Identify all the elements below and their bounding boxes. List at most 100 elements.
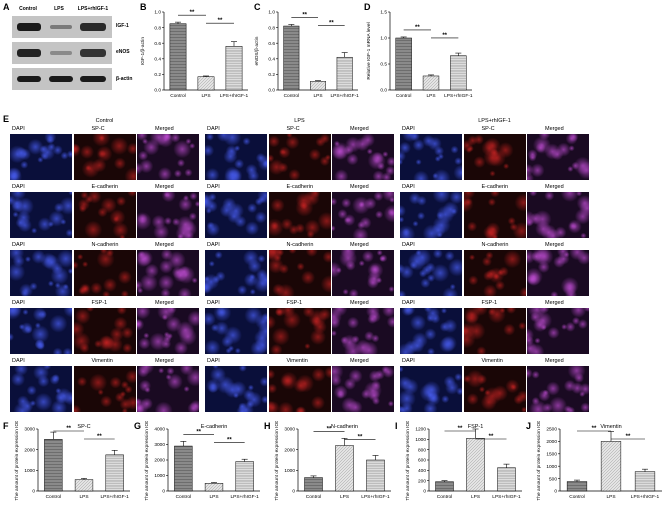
panel-label-e: E [3, 114, 10, 124]
y-tick-label: 0.2 [268, 72, 275, 78]
micrograph-dapi [205, 192, 267, 238]
micrograph-merged [527, 308, 589, 354]
bar [304, 477, 323, 492]
micrograph-red [463, 134, 526, 180]
micrograph-dapi [10, 366, 72, 412]
y-axis-label: The amount of protein expression IOD [536, 421, 542, 501]
western-blot: Control LPS LPS+rhIGF-1 IGF-1 eNOS β-act… [12, 6, 137, 92]
y-tick-label: 1000 [24, 468, 35, 474]
x-tick-label: LPS [340, 494, 349, 500]
red-channel-label: SP-C [286, 126, 300, 132]
sig-marker: ** [358, 434, 363, 440]
micrograph-merged [137, 134, 199, 180]
micrograph-red [268, 366, 331, 412]
x-tick-label: LPS+rhIGF-1 [631, 494, 660, 500]
dapi-channel-label: DAPI [207, 300, 220, 306]
red-channel-label: N-cadherin [286, 242, 314, 248]
micrograph-red [73, 308, 136, 354]
red-channel-label: FSP-1 [481, 300, 498, 306]
bar [283, 25, 300, 91]
y-tick-label: 1.0 [380, 36, 387, 42]
y-tick-label: 3000 [24, 427, 35, 433]
sig-marker: ** [97, 434, 102, 440]
red-channel-label: N-cadherin [481, 242, 509, 248]
micrograph-dapi [205, 134, 267, 180]
y-tick-label: 4000 [154, 427, 165, 433]
y-tick-label: 500 [549, 476, 557, 482]
bar [310, 81, 326, 91]
lane-label-control: Control [19, 6, 37, 12]
chart-title: SP-C [77, 424, 90, 430]
y-axis-label: The amount of protein expression IOD [274, 421, 280, 501]
bar [422, 75, 440, 91]
sig-marker: ** [327, 426, 332, 432]
group-header: Control [95, 118, 114, 124]
y-tick-label: 0.4 [154, 57, 161, 63]
sig-marker: ** [592, 426, 597, 432]
chart-j: Vimentin 0 500 1000 1500 2000 2500 The amount o… [536, 421, 662, 501]
micrograph-merged [137, 250, 199, 296]
sig-marker: ** [458, 426, 463, 432]
y-tick-label: 2500 [546, 427, 557, 433]
merged-channel-label: Merged [350, 184, 369, 190]
bar [174, 445, 193, 492]
y-tick-label: 1000 [154, 473, 165, 479]
sig-marker: ** [489, 434, 494, 440]
x-tick-label: LPS+rhIGF-1 [330, 93, 359, 99]
y-tick-label: 1.0 [268, 10, 275, 16]
panel-label-a: A [3, 2, 10, 12]
dapi-channel-label: DAPI [12, 358, 25, 364]
y-tick-label: 3000 [284, 427, 295, 433]
x-tick-label: LPS+rhIGF-1 [220, 93, 249, 99]
red-channel-label: Vimentin [91, 358, 113, 364]
merged-channel-label: Merged [350, 300, 369, 306]
sig-marker: ** [218, 18, 223, 24]
bar [450, 55, 467, 91]
sig-marker: ** [442, 33, 447, 39]
y-tick-label: 0.5 [380, 62, 387, 68]
micrograph-dapi [400, 366, 462, 412]
micrograph-red [73, 250, 136, 296]
sig-marker: ** [329, 20, 334, 26]
micrograph-merged [137, 192, 199, 238]
y-tick-label: 800 [418, 447, 426, 453]
sig-marker: ** [302, 12, 307, 18]
dapi-channel-label: DAPI [402, 358, 415, 364]
y-tick-label: 0.4 [268, 57, 275, 63]
x-tick-label: LPS [471, 494, 480, 500]
micrograph-merged [527, 250, 589, 296]
chart-title: N-cadherin [331, 424, 358, 430]
y-tick-label: 0.6 [154, 41, 161, 47]
x-tick-label: LPS+rhIGF-1 [361, 494, 390, 500]
x-tick-label: Control [569, 494, 584, 500]
micrograph-dapi [400, 250, 462, 296]
y-tick-label: 0 [32, 489, 35, 495]
y-tick-label: 600 [418, 458, 426, 464]
y-tick-label: 400 [418, 468, 426, 474]
y-tick-label: 0.0 [380, 88, 387, 94]
red-channel-label: E-cadherin [481, 184, 509, 190]
micrograph-dapi [10, 250, 72, 296]
chart-g: E-cadherin 0 1000 2000 3000 4000 The amount of… [144, 421, 260, 501]
red-channel-label: Vimentin [286, 358, 308, 364]
merged-channel-label: Merged [155, 184, 174, 190]
blot-strip-enos [12, 42, 112, 64]
micrograph-red [268, 192, 331, 238]
y-tick-label: 0 [423, 489, 426, 495]
micrograph-dapi [400, 192, 462, 238]
dapi-channel-label: DAPI [12, 300, 25, 306]
micrograph-red [463, 308, 526, 354]
y-axis-label: eNOS/β-actin [254, 36, 260, 65]
merged-channel-label: Merged [545, 184, 564, 190]
y-axis-label: The amount of protein expression IOD [144, 421, 150, 501]
dapi-channel-label: DAPI [12, 126, 25, 132]
panel-label-f: F [3, 421, 9, 431]
y-tick-label: 1.0 [154, 10, 161, 16]
sig-marker: ** [66, 426, 71, 432]
red-channel-label: SP-C [91, 126, 105, 132]
chart-h: N-cadherin 0 1000 2000 3000 The amount of pro… [274, 421, 391, 501]
x-tick-label: Control [46, 494, 61, 500]
blot-strip-igf1 [12, 16, 112, 38]
micrograph-red [268, 134, 331, 180]
dapi-channel-label: DAPI [12, 184, 25, 190]
